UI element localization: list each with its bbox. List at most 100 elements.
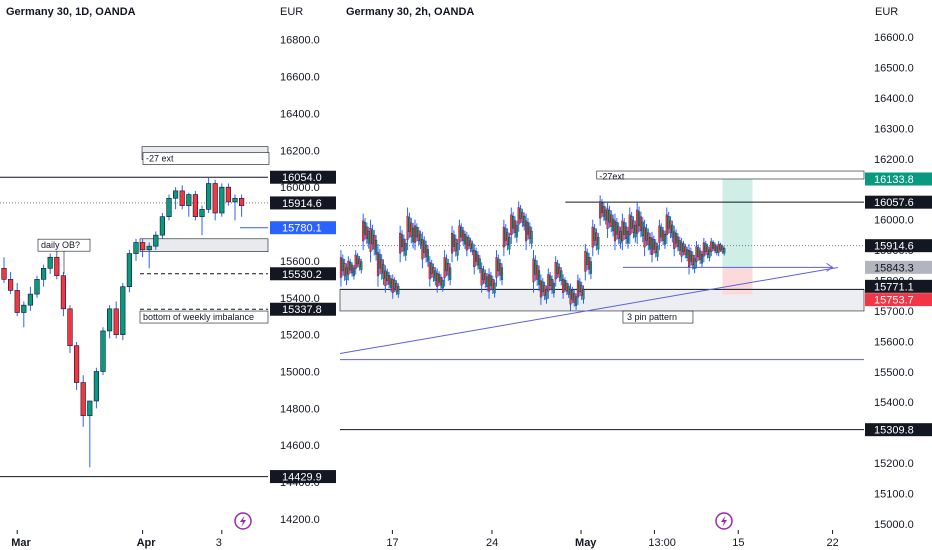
candle-body [417, 230, 420, 241]
candle-body [704, 243, 707, 252]
candle-body [166, 197, 172, 217]
candle-body [678, 240, 681, 251]
y-tick-label: 15100.0 [874, 488, 914, 500]
price-tag [270, 196, 336, 210]
x-tick-label: 22 [827, 537, 839, 549]
candle-body [497, 258, 500, 272]
price-tag-label: 16133.8 [874, 174, 914, 186]
candle-body [380, 259, 383, 274]
x-tick-label: 15 [732, 537, 744, 549]
candle-body [697, 247, 700, 257]
candle-body [652, 239, 655, 250]
daily-currency-label: EUR [280, 6, 303, 18]
candle-body [449, 267, 452, 280]
y-tick-label: 16200.0 [874, 154, 914, 166]
candle-body [120, 286, 126, 335]
candle-body [375, 239, 378, 255]
candle-body [549, 275, 552, 286]
candle-body [654, 242, 657, 254]
candle-body [454, 238, 457, 252]
candle-body [432, 267, 435, 278]
candle-body [14, 290, 20, 313]
y-tick-label: 16600.0 [280, 72, 320, 84]
candle-body [650, 237, 654, 255]
y-tick-label: 15000.0 [280, 366, 320, 378]
y-tick-label: 15200.0 [280, 330, 320, 342]
y-tick-label: 15600.0 [874, 336, 914, 348]
annotation-text: bottom of weekly imbalance [143, 312, 254, 322]
candle-body [649, 237, 652, 250]
annotation-text: 3 pin pattern [627, 312, 677, 322]
lightning-icon[interactable] [234, 512, 252, 530]
candle-body [684, 246, 687, 255]
candle-body [515, 224, 518, 238]
candle-body [647, 232, 650, 246]
price-tag [865, 260, 932, 274]
candle-body [140, 242, 146, 251]
candle-body [517, 207, 520, 225]
candle-body [465, 236, 468, 251]
x-tick-label: May [575, 537, 597, 549]
candle-body [436, 273, 439, 287]
candle-body [578, 281, 581, 292]
candle-body [526, 222, 529, 235]
candle-body [225, 186, 232, 203]
candle-body [419, 234, 422, 245]
candle-body [47, 256, 53, 269]
candle-body [576, 280, 579, 298]
y-tick-label: 14800.0 [280, 403, 320, 415]
candle-body [567, 285, 570, 295]
candle-body [663, 234, 667, 245]
candle-body [80, 382, 86, 417]
candle-body [443, 257, 446, 278]
candle-body [159, 216, 166, 236]
candle-body [575, 296, 578, 306]
candle-body [402, 238, 405, 252]
candle-body [608, 210, 611, 223]
take-profit-zone [722, 178, 753, 268]
candle-body [343, 263, 346, 276]
demand-zone [339, 289, 865, 312]
candle-body [563, 280, 567, 289]
candle-body [473, 249, 476, 268]
zone-box [139, 238, 269, 252]
candle-body [397, 285, 400, 295]
candle-body [539, 280, 542, 298]
candle-body [525, 220, 528, 242]
candle-body [513, 220, 517, 233]
candle-body [107, 308, 113, 332]
candle-body [693, 258, 696, 269]
candle-body [239, 197, 245, 206]
daily-chart-title: Germany 30, 1D, OANDA [6, 6, 136, 18]
candle-body [341, 258, 344, 272]
candle-body [615, 222, 618, 235]
candle-body [186, 194, 192, 206]
price-tag [270, 221, 336, 235]
candle-body [460, 226, 463, 238]
candle-body [604, 209, 607, 221]
candle-body [113, 308, 119, 335]
intraday-chart-title: Germany 30, 2h, OANDA [346, 6, 474, 18]
candle-body [662, 230, 665, 241]
price-tag [270, 302, 336, 316]
candle-body [521, 212, 524, 223]
candle-body [721, 246, 724, 252]
candle-body [8, 279, 14, 291]
price-tag-label: 15530.2 [282, 269, 322, 281]
price-tag-label: 15753.7 [874, 295, 914, 307]
candle-body [626, 230, 629, 244]
annotation-box [139, 310, 269, 324]
candle-body [634, 224, 637, 238]
candle-body [356, 255, 359, 265]
lightning-icon[interactable] [715, 512, 733, 530]
candle-body [441, 279, 444, 289]
candle-body [467, 237, 470, 246]
trend-line [339, 266, 838, 355]
candle-body [369, 228, 372, 252]
y-tick-label: 14600.0 [280, 440, 320, 452]
price-tag-label: 15914.6 [282, 198, 322, 210]
candle-body [643, 226, 646, 248]
candle-body [67, 308, 73, 346]
price-tag [865, 172, 932, 186]
candle-body [365, 226, 368, 239]
